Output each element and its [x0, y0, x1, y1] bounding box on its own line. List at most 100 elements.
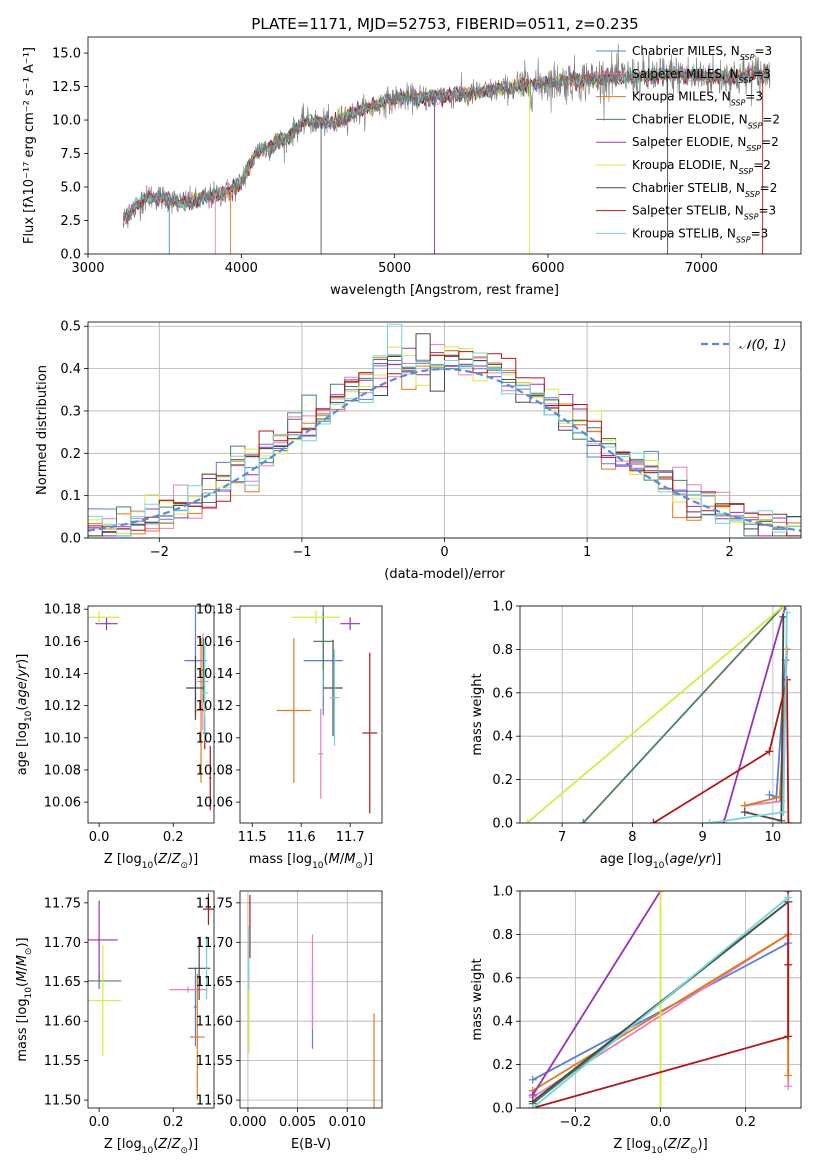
label-fragment: / — [677, 1137, 682, 1152]
label-fragment: / — [167, 1137, 172, 1152]
mass-weight-marker — [740, 808, 749, 817]
mass-weight-marker — [656, 1104, 665, 1108]
x-tick-label: 0.2 — [163, 830, 184, 845]
mass-weight-marker — [705, 819, 714, 823]
axes-frame — [239, 890, 383, 1109]
mass-weight-line — [532, 896, 789, 1108]
legend-entry: Kroupa STELIB, NSSP=3 — [596, 226, 768, 244]
legend-count: =3 — [758, 204, 776, 218]
mass-weight-marker — [523, 819, 532, 823]
legend-model-name: Chabrier ELODIE, N — [632, 112, 748, 126]
x-axis-label: Z [log10(Z/Z⊙)] — [613, 1137, 707, 1156]
label-fragment: )] — [15, 654, 30, 664]
legend-label: Salpeter MILES, NSSP=3 — [632, 67, 771, 85]
y-axis-label: mass weight — [470, 673, 485, 755]
label-fragment: / — [340, 852, 345, 867]
age-vs-mass-panel: 11.5 11.6 11.7 10.06 10.08 10.10 10.12 10.14 10.… — [196, 603, 383, 871]
y-tick-label: 11.50 — [196, 1094, 233, 1109]
y-tick-label: 0.0 — [492, 1102, 513, 1117]
axes-frame — [519, 890, 802, 1109]
mass-weight-series — [523, 606, 788, 823]
label-fragment: Z [log — [104, 852, 142, 867]
label-fragment: 10 — [312, 861, 324, 871]
label-fragment: ( — [153, 1137, 158, 1152]
error-bar-point — [313, 612, 334, 671]
label-fragment: 10 — [24, 987, 34, 999]
mass-weight-marker — [784, 893, 793, 902]
legend-count: =3 — [745, 90, 763, 104]
mass-vs-metallicity-panel: 0.0 0.2 11.50 11.55 11.60 11.65 11.70 11.75 Z [l… — [15, 890, 215, 1156]
label-fragment: age [log — [600, 852, 653, 867]
legend-label: Chabrier ELODIE, NSSP=2 — [632, 112, 780, 129]
mass-weight-marker — [784, 960, 793, 969]
label-fragment: Z — [171, 1137, 182, 1152]
label-fragment: )] — [188, 1137, 198, 1152]
plot-area — [88, 606, 212, 811]
label-fragment: )] — [711, 852, 721, 867]
figure-title: PLATE=1171, MJD=52753, FIBERID=0511, z=0… — [251, 15, 638, 33]
y-axis-label: Flux [fλ10⁻¹⁷ erg cm⁻² s⁻¹ A⁻¹] — [22, 47, 37, 244]
legend-model-name: Chabrier STELIB, N — [632, 181, 745, 195]
y-tick-label: 0.0 — [492, 817, 513, 832]
error-bar-point — [197, 633, 209, 730]
y-tick-label: 15.0 — [52, 47, 81, 62]
label-fragment: Z [log — [613, 1137, 651, 1152]
label-fragment: ( — [15, 706, 30, 711]
label-fragment: age — [669, 852, 693, 867]
label-fragment: M — [15, 971, 30, 982]
legend-count: =3 — [753, 67, 771, 81]
error-bar-point — [189, 973, 205, 1101]
y-axis-label: mass [log10(M/M⊙)] — [15, 937, 34, 1061]
y-tick-label: 0.5 — [60, 320, 81, 335]
plot-area — [88, 323, 801, 537]
x-tick-label: 0.000 — [229, 1115, 266, 1130]
mass-weight-marker — [782, 608, 791, 617]
y-tick-label: 0.4 — [492, 1015, 513, 1030]
y-tick-label: 11.75 — [196, 896, 233, 911]
legend-count: =2 — [753, 158, 771, 172]
x-tick-label: 0.2 — [735, 1115, 756, 1130]
mass-weight-marker — [779, 606, 788, 610]
y-tick-label: 10.10 — [44, 731, 81, 746]
y-tick-label: 10.06 — [196, 796, 233, 811]
legend-model-name: Kroupa ELODIE, N — [632, 158, 739, 172]
mass-weight-marker — [781, 606, 790, 610]
y-tick-label: 11.55 — [196, 1054, 233, 1069]
y-tick-label: 0.6 — [492, 686, 513, 701]
mass-weight-marker — [579, 819, 588, 823]
label-fragment: Z — [157, 852, 168, 867]
x-tick-label: 4000 — [225, 261, 258, 276]
legend-sub: SSP — [745, 189, 760, 198]
label-fragment: )] — [15, 937, 30, 947]
legend-sub: SSP — [736, 235, 751, 244]
legend-count: =2 — [761, 135, 779, 149]
error-bar-point — [340, 617, 360, 631]
y-tick-label: 10.16 — [44, 635, 81, 650]
mass-weight-series — [740, 612, 788, 823]
mass-weight-marker — [765, 790, 774, 799]
mass-weight-marker — [782, 675, 791, 684]
axes-frame — [239, 605, 383, 824]
label-fragment: Z — [680, 1137, 691, 1152]
mass-weight-marker — [777, 816, 786, 823]
error-bar-point — [202, 893, 214, 925]
mass-weight-line — [526, 606, 784, 823]
x-axis-label: E(B-V) — [291, 1137, 331, 1152]
y-tick-label: 1.0 — [492, 885, 513, 900]
axes-frame — [519, 605, 802, 824]
error-bar-point — [318, 708, 324, 799]
y-tick-label: 7.5 — [60, 147, 81, 162]
label-fragment: ⊙ — [690, 1146, 698, 1156]
x-tick-label: 11.5 — [238, 830, 267, 845]
legend-label: Kroupa ELODIE, NSSP=2 — [632, 158, 771, 176]
legend-count: =2 — [762, 112, 780, 126]
x-tick-label: 0.010 — [329, 1115, 366, 1130]
x-tick-label: 10 — [765, 830, 782, 845]
mass-weight-series — [649, 675, 793, 823]
mass-weight-marker — [528, 1075, 537, 1084]
y-tick-label: 10.08 — [196, 763, 233, 778]
legend-sub: SSP — [739, 75, 754, 84]
legend-entry: Kroupa ELODIE, NSSP=2 — [596, 158, 771, 176]
label-fragment: age [log — [15, 722, 30, 775]
